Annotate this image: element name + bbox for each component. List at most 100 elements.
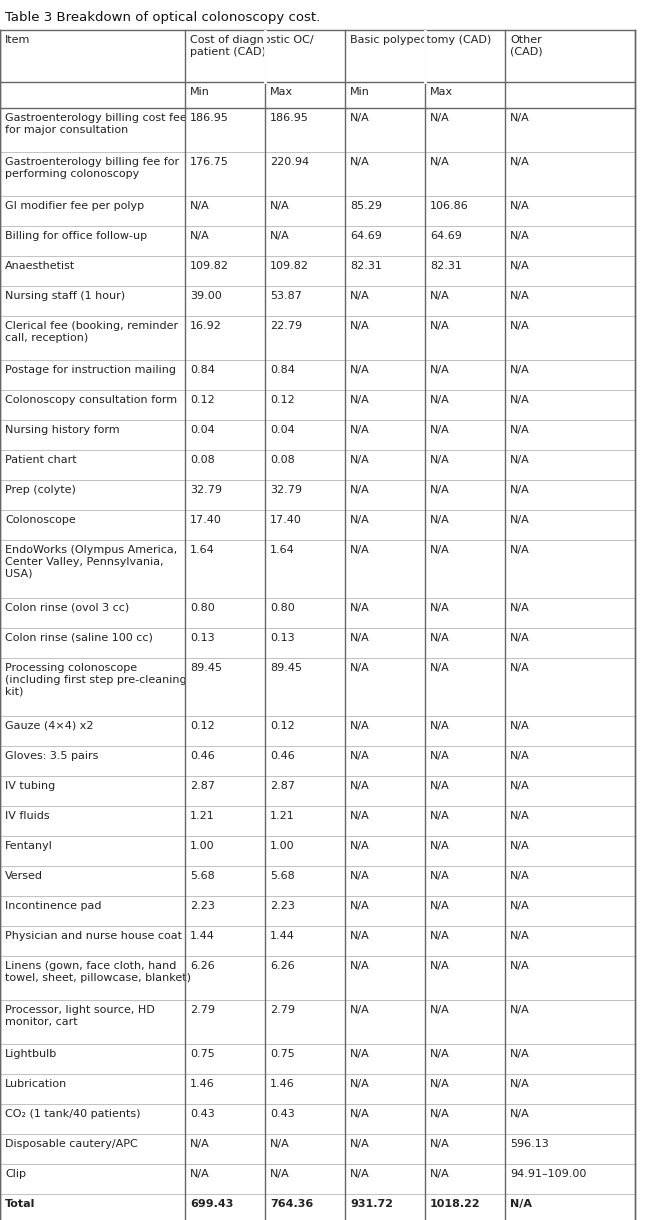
Text: Processor, light source, HD
monitor, cart: Processor, light source, HD monitor, car…	[5, 1005, 155, 1026]
Text: N/A: N/A	[510, 292, 530, 301]
Text: 6.26: 6.26	[190, 961, 215, 971]
Text: N/A: N/A	[510, 1078, 530, 1089]
Text: Other
(CAD): Other (CAD)	[510, 35, 542, 56]
Text: 1018.22: 1018.22	[430, 1199, 480, 1209]
Text: N/A: N/A	[350, 752, 370, 761]
Text: N/A: N/A	[430, 455, 449, 465]
Text: N/A: N/A	[430, 1049, 449, 1059]
Text: N/A: N/A	[430, 1078, 449, 1089]
Text: 1.46: 1.46	[270, 1078, 295, 1089]
Text: 17.40: 17.40	[190, 515, 222, 525]
Text: Prep (colyte): Prep (colyte)	[5, 486, 76, 495]
Text: 0.84: 0.84	[190, 365, 215, 375]
Text: 2.23: 2.23	[190, 902, 215, 911]
Text: N/A: N/A	[350, 395, 370, 405]
Text: Gastroenterology billing fee for
performing colonoscopy: Gastroenterology billing fee for perform…	[5, 157, 179, 178]
Text: 32.79: 32.79	[270, 486, 302, 495]
Text: N/A: N/A	[350, 1078, 370, 1089]
Text: 1.46: 1.46	[190, 1078, 215, 1089]
Text: N/A: N/A	[350, 113, 370, 123]
Text: N/A: N/A	[350, 486, 370, 495]
Text: 5.68: 5.68	[270, 871, 295, 881]
Text: 2.87: 2.87	[190, 781, 215, 791]
Text: 1.64: 1.64	[190, 545, 215, 555]
Text: N/A: N/A	[270, 201, 290, 211]
Text: Lightbulb: Lightbulb	[5, 1049, 57, 1059]
Text: 0.75: 0.75	[190, 1049, 215, 1059]
Text: N/A: N/A	[510, 1005, 530, 1015]
Text: 2.79: 2.79	[270, 1005, 295, 1015]
Text: N/A: N/A	[510, 395, 530, 405]
Text: N/A: N/A	[430, 603, 449, 612]
Text: N/A: N/A	[350, 721, 370, 731]
Text: N/A: N/A	[350, 931, 370, 941]
Text: N/A: N/A	[510, 811, 530, 821]
Text: 186.95: 186.95	[270, 113, 309, 123]
Text: 0.04: 0.04	[270, 425, 295, 436]
Text: N/A: N/A	[350, 515, 370, 525]
Text: N/A: N/A	[510, 545, 530, 555]
Text: Total: Total	[5, 1199, 36, 1209]
Text: N/A: N/A	[350, 1169, 370, 1179]
Text: Nursing history form: Nursing history form	[5, 425, 120, 436]
Text: N/A: N/A	[430, 841, 449, 852]
Text: Colonoscope: Colonoscope	[5, 515, 76, 525]
Text: 1.21: 1.21	[190, 811, 215, 821]
Text: 17.40: 17.40	[270, 515, 302, 525]
Text: N/A: N/A	[430, 321, 449, 331]
Text: 0.46: 0.46	[190, 752, 215, 761]
Text: N/A: N/A	[510, 486, 530, 495]
Text: N/A: N/A	[510, 633, 530, 643]
Text: N/A: N/A	[350, 633, 370, 643]
Text: Colon rinse (ovol 3 cc): Colon rinse (ovol 3 cc)	[5, 603, 129, 612]
Text: N/A: N/A	[510, 231, 530, 242]
Text: IV fluids: IV fluids	[5, 811, 49, 821]
Text: 89.45: 89.45	[190, 662, 222, 673]
Text: N/A: N/A	[350, 292, 370, 301]
Text: N/A: N/A	[430, 515, 449, 525]
Text: 64.69: 64.69	[350, 231, 382, 242]
Text: 94.91–109.00: 94.91–109.00	[510, 1169, 587, 1179]
Text: N/A: N/A	[430, 545, 449, 555]
Text: N/A: N/A	[430, 811, 449, 821]
Text: N/A: N/A	[350, 321, 370, 331]
Text: Basic polypectomy (CAD): Basic polypectomy (CAD)	[350, 35, 491, 45]
Text: Physician and nurse house coat: Physician and nurse house coat	[5, 931, 182, 941]
Text: N/A: N/A	[350, 1005, 370, 1015]
Text: N/A: N/A	[350, 1109, 370, 1119]
Text: 1.44: 1.44	[190, 931, 215, 941]
Text: 0.13: 0.13	[270, 633, 295, 643]
Text: N/A: N/A	[510, 902, 530, 911]
Text: N/A: N/A	[430, 292, 449, 301]
Text: N/A: N/A	[510, 321, 530, 331]
Text: 89.45: 89.45	[270, 662, 302, 673]
Text: Billing for office follow-up: Billing for office follow-up	[5, 231, 147, 242]
Text: N/A: N/A	[350, 455, 370, 465]
Text: N/A: N/A	[430, 871, 449, 881]
Text: N/A: N/A	[270, 1139, 290, 1149]
Text: Patient chart: Patient chart	[5, 455, 76, 465]
Text: 82.31: 82.31	[430, 261, 462, 271]
Text: N/A: N/A	[430, 486, 449, 495]
Text: 0.75: 0.75	[270, 1049, 295, 1059]
Text: Anaesthetist: Anaesthetist	[5, 261, 75, 271]
Text: N/A: N/A	[430, 1169, 449, 1179]
Text: IV tubing: IV tubing	[5, 781, 55, 791]
Text: 32.79: 32.79	[190, 486, 222, 495]
Text: N/A: N/A	[510, 515, 530, 525]
Text: N/A: N/A	[350, 157, 370, 167]
Text: 5.68: 5.68	[190, 871, 215, 881]
Text: 699.43: 699.43	[190, 1199, 233, 1209]
Text: 186.95: 186.95	[190, 113, 229, 123]
Text: N/A: N/A	[510, 721, 530, 731]
Text: N/A: N/A	[510, 752, 530, 761]
Text: Postage for instruction mailing: Postage for instruction mailing	[5, 365, 176, 375]
Text: N/A: N/A	[350, 545, 370, 555]
Text: EndoWorks (Olympus America,
Center Valley, Pennsylvania,
USA): EndoWorks (Olympus America, Center Valle…	[5, 545, 177, 578]
Text: N/A: N/A	[510, 201, 530, 211]
Text: 0.80: 0.80	[190, 603, 215, 612]
Text: N/A: N/A	[430, 752, 449, 761]
Text: 0.80: 0.80	[270, 603, 295, 612]
Text: Max: Max	[430, 87, 453, 98]
Text: 0.12: 0.12	[270, 721, 295, 731]
